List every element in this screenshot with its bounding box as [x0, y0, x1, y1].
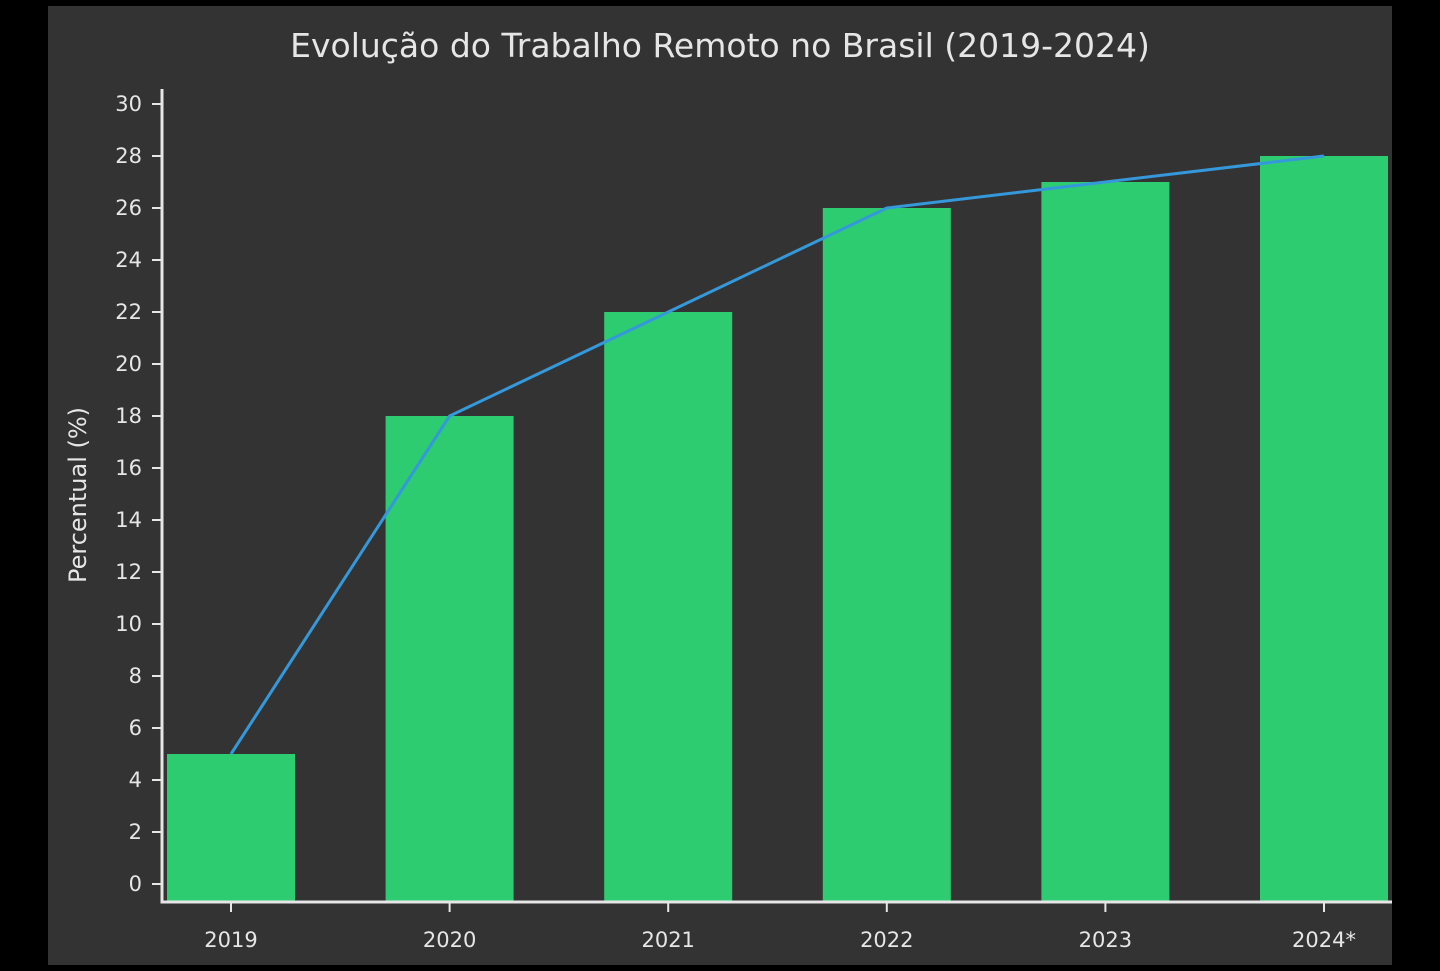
trend-line-layer	[229, 154, 1325, 755]
x-tick-label: 2019	[204, 928, 257, 952]
y-tick-label: 0	[129, 872, 142, 896]
axes-layer	[160, 89, 1392, 904]
y-tick-label: 4	[129, 768, 142, 792]
bar-2019	[167, 754, 295, 902]
bar-2023	[1041, 182, 1170, 902]
y-tick-label: 28	[115, 144, 142, 168]
y-tick-label: 18	[115, 404, 142, 428]
x-tick-label: 2024*	[1292, 928, 1356, 952]
x-tick-label: 2021	[641, 928, 694, 952]
bars-layer	[167, 156, 1388, 902]
y-axis-label: Percentual (%)	[64, 407, 92, 583]
y-tick-label: 22	[115, 300, 142, 324]
y-tick-label: 8	[129, 664, 142, 688]
y-tick-label: 14	[115, 508, 142, 532]
y-tick-label: 12	[115, 560, 142, 584]
y-tick-label: 6	[129, 716, 142, 740]
chart-title: Evolução do Trabalho Remoto no Brasil (2…	[290, 26, 1150, 65]
bar-2020	[385, 416, 514, 902]
y-tick-label: 26	[115, 196, 142, 220]
bar-2021	[604, 312, 733, 902]
x-tick-label: 2022	[860, 928, 913, 952]
bar-2022	[822, 208, 951, 902]
trend-line	[229, 154, 1325, 755]
y-tick-label: 16	[115, 456, 142, 480]
y-tick-label: 10	[115, 612, 142, 636]
y-tick-label: 30	[115, 92, 142, 116]
y-tick-label: 2	[129, 820, 142, 844]
bar-2024*	[1260, 156, 1388, 902]
y-tick-label: 24	[115, 248, 142, 272]
y-tick-label: 20	[115, 352, 142, 376]
x-tick-label: 2023	[1079, 928, 1132, 952]
x-tick-label: 2020	[423, 928, 476, 952]
